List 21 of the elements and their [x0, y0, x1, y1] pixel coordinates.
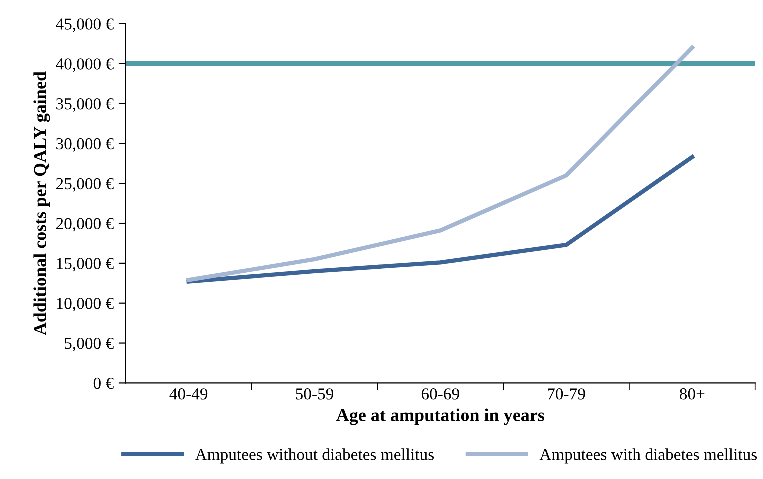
y-tick-label: 40,000 € [56, 58, 114, 72]
legend-label: Amputees with diabetes mellitus [540, 448, 758, 464]
x-axis-title: Age at amputation in years [336, 408, 545, 426]
y-tick-label: 15,000 € [57, 258, 114, 272]
y-tick-label: 30,000 € [56, 138, 114, 152]
y-tick-label: 10,000 € [57, 298, 114, 312]
line-series [186, 155, 695, 284]
legend-label: Amputees without diabetes mellitus [195, 448, 434, 464]
line-series [186, 46, 695, 282]
x-tick-label: 40-49 [170, 388, 208, 400]
y-tick-label: 45,000 € [56, 18, 114, 32]
y-tick-label: 25,000 € [56, 178, 114, 192]
x-tick-label: 70-79 [548, 388, 586, 400]
y-tick-label: 35,000 € [56, 98, 114, 112]
y-tick-label: 0 € [94, 378, 114, 390]
x-tick-label: 80+ [680, 388, 705, 400]
y-axis-title: Additional costs per QALY gained [34, 72, 50, 336]
y-tick-label: 5,000 € [65, 338, 114, 352]
x-tick-label: 60-69 [422, 388, 460, 400]
x-tick-label: 50-59 [296, 388, 334, 400]
y-tick-label: 20,000 € [56, 218, 114, 232]
